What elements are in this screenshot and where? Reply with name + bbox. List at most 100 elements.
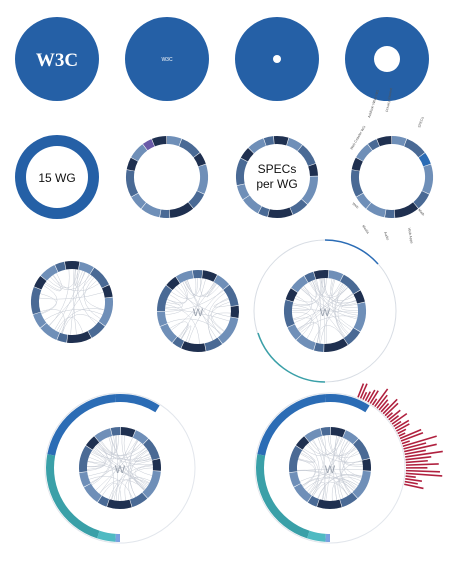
chord-line <box>176 285 221 336</box>
chord-line <box>340 441 352 494</box>
chord-line <box>114 435 119 501</box>
ring-segment <box>159 209 170 218</box>
chord-line <box>341 440 362 478</box>
radial-bar <box>405 459 428 464</box>
ring-segment <box>353 438 370 461</box>
radial-bar <box>371 398 378 406</box>
chord-line <box>45 272 63 291</box>
chord-line <box>117 453 150 501</box>
ring-segment <box>33 312 47 328</box>
center-w-label: W <box>320 307 331 319</box>
ring-segment <box>392 136 407 147</box>
ring-segment <box>289 445 303 473</box>
ring-segment <box>213 275 230 290</box>
chord-line <box>335 479 359 501</box>
chord-line <box>297 322 321 344</box>
radial-label: Web <box>351 202 359 210</box>
ring-segment <box>248 138 266 154</box>
chord-line <box>62 314 99 334</box>
chord-line <box>73 269 77 335</box>
outer-arc <box>47 394 116 456</box>
ring-segment <box>172 336 185 349</box>
radial-bar <box>386 412 393 419</box>
chord-line <box>210 297 229 335</box>
chord-line <box>177 324 189 340</box>
chord-line <box>60 280 98 334</box>
ring-segment <box>98 297 113 326</box>
chord-line <box>341 450 359 495</box>
specs-label-line1: SPECs <box>258 162 297 176</box>
ring-segment <box>394 202 419 218</box>
chord-line <box>58 308 105 333</box>
radial-bar <box>404 443 437 453</box>
ring-segment <box>40 264 58 281</box>
chord-lines <box>39 269 105 335</box>
chord-line <box>338 438 352 494</box>
ring-segment <box>287 324 302 340</box>
chord-line <box>312 280 348 298</box>
chord-line <box>165 304 200 344</box>
ring-segment <box>31 287 42 315</box>
radial-bar <box>403 442 427 450</box>
chord-line <box>213 298 231 308</box>
radial-bar <box>397 428 407 435</box>
radial-bar <box>359 383 368 399</box>
ring-segment <box>362 458 371 471</box>
chord-line <box>301 477 356 489</box>
chord-line <box>306 435 326 492</box>
ring-segment <box>78 261 94 275</box>
ring-segment <box>356 144 373 162</box>
chord-line <box>303 436 341 457</box>
chord-line <box>47 274 91 290</box>
chord-line <box>113 447 147 501</box>
ring-segment <box>230 305 239 318</box>
chord-line <box>40 285 58 314</box>
chord-line <box>44 309 103 321</box>
radial-bars <box>357 383 443 490</box>
ring-segment <box>351 157 363 171</box>
radial-label: Math <box>417 208 425 217</box>
chord-line <box>48 275 93 326</box>
ring-segment <box>102 284 113 298</box>
ring-segment <box>352 470 371 499</box>
ring-segment <box>304 271 316 283</box>
ring-segment <box>413 191 430 209</box>
w3c-disc <box>125 17 209 101</box>
radial-bar <box>384 402 399 417</box>
chord-line <box>207 292 226 341</box>
ring-segment <box>156 285 173 312</box>
chord-line <box>297 469 355 491</box>
ring-segment <box>142 139 155 151</box>
chord-line <box>342 478 357 490</box>
ring-segment <box>273 136 289 146</box>
ring-segment <box>142 470 161 499</box>
chord-line <box>292 311 312 336</box>
ring-segment <box>107 499 132 509</box>
radial-label: Media <box>361 224 370 234</box>
chord-line <box>96 444 153 466</box>
chord-lines <box>291 277 358 345</box>
segmented-ring <box>351 136 433 218</box>
ring-hole <box>26 146 88 208</box>
ring-segment <box>258 206 270 217</box>
chord-line <box>329 434 360 458</box>
chord-line <box>87 453 105 468</box>
chord-line <box>121 435 146 490</box>
chord-line <box>311 440 349 496</box>
chord-line <box>134 449 152 462</box>
ring-segment <box>54 261 66 272</box>
chord-line <box>331 279 348 336</box>
ring-segment <box>204 337 223 352</box>
segmented-ring <box>79 427 162 509</box>
chord-line <box>292 285 313 320</box>
chord-line <box>343 447 360 484</box>
ring-segment <box>197 164 208 194</box>
ring-segment <box>353 290 365 304</box>
chord-line <box>188 289 224 343</box>
radial-bar <box>357 383 365 398</box>
chord-line <box>90 436 113 484</box>
chord-line <box>74 269 86 287</box>
radial-bar <box>405 450 443 458</box>
